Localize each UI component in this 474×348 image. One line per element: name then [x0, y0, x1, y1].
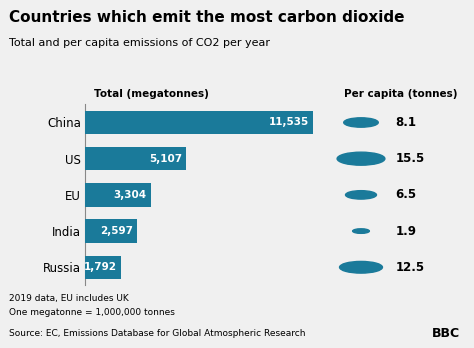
Circle shape — [344, 118, 378, 127]
Text: Per capita (tonnes): Per capita (tonnes) — [344, 89, 457, 99]
Circle shape — [346, 191, 376, 199]
Bar — [85, 147, 186, 171]
Text: 12.5: 12.5 — [395, 261, 425, 274]
Text: 3,304: 3,304 — [113, 190, 146, 200]
Text: 15.5: 15.5 — [395, 152, 425, 165]
Bar — [85, 255, 121, 279]
Bar — [85, 111, 313, 134]
Text: 5,107: 5,107 — [149, 154, 182, 164]
Text: 8.1: 8.1 — [395, 116, 417, 129]
Circle shape — [353, 229, 369, 234]
Bar — [85, 183, 151, 207]
Text: Countries which emit the most carbon dioxide: Countries which emit the most carbon dio… — [9, 10, 405, 25]
Text: 1,792: 1,792 — [84, 262, 117, 272]
Text: Source: EC, Emissions Database for Global Atmospheric Research: Source: EC, Emissions Database for Globa… — [9, 329, 306, 338]
Text: BBC: BBC — [432, 327, 460, 340]
Text: One megatonne = 1,000,000 tonnes: One megatonne = 1,000,000 tonnes — [9, 308, 175, 317]
Circle shape — [339, 261, 383, 273]
Circle shape — [337, 152, 385, 165]
Text: 11,535: 11,535 — [269, 118, 309, 127]
Bar — [85, 219, 137, 243]
Text: 6.5: 6.5 — [395, 188, 417, 201]
Text: 2019 data, EU includes UK: 2019 data, EU includes UK — [9, 294, 129, 303]
Text: Total and per capita emissions of CO2 per year: Total and per capita emissions of CO2 pe… — [9, 38, 271, 48]
Text: 2,597: 2,597 — [100, 226, 133, 236]
Text: Total (megatonnes): Total (megatonnes) — [94, 89, 209, 99]
Text: 1.9: 1.9 — [395, 224, 417, 238]
